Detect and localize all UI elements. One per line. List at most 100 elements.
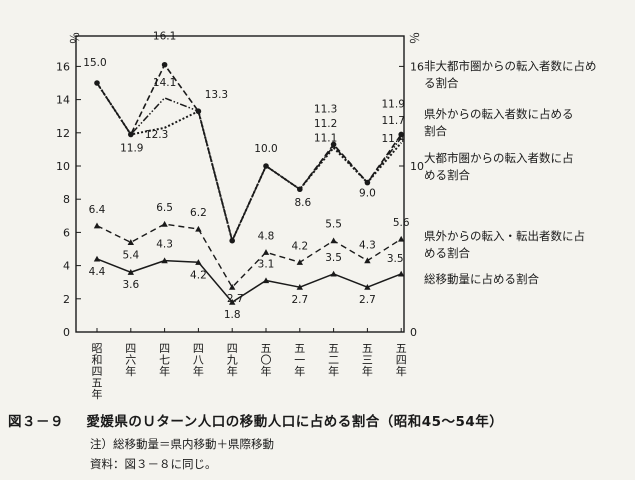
point-marker bbox=[229, 283, 236, 290]
series-markers bbox=[93, 61, 405, 305]
x-tick-label: 五二年 bbox=[328, 342, 339, 378]
data-label: 4.3 bbox=[156, 239, 173, 251]
x-tick-label: 昭和四五年 bbox=[92, 342, 103, 401]
legend-label-2: 大都市圏からの転入者数に占める割合 bbox=[424, 151, 574, 182]
data-label: 2.7 bbox=[227, 293, 244, 305]
x-tick-label: 四六年 bbox=[125, 342, 136, 378]
point-marker bbox=[229, 237, 235, 244]
data-label: 2.7 bbox=[359, 294, 376, 306]
x-axis-labels: 昭和四五年 四六年 四七年 四八年 四九年 五〇年 五一年 五二年 五三年 五四年 bbox=[92, 328, 407, 401]
left-tick-label: 2 bbox=[63, 293, 70, 306]
data-label: 4.8 bbox=[258, 230, 275, 242]
data-label: 4.2 bbox=[291, 240, 308, 252]
point-marker bbox=[161, 61, 168, 68]
point-marker bbox=[127, 269, 134, 275]
data-label: 1.8 bbox=[224, 309, 241, 321]
x-tick-label: 四九年 bbox=[227, 342, 238, 378]
data-label: 8.6 bbox=[294, 197, 311, 209]
right-axis-unit: ％ bbox=[407, 32, 421, 44]
point-marker bbox=[161, 257, 168, 264]
legend: 非大都市圏からの転入者数に占める割合県外からの転入者数に占める割合大都市圏からの… bbox=[424, 59, 597, 286]
point-marker bbox=[296, 259, 303, 265]
data-label: 11.9 bbox=[120, 142, 143, 154]
plot-frame bbox=[75, 35, 405, 333]
data-label: 3.1 bbox=[258, 259, 275, 271]
point-marker bbox=[161, 220, 168, 227]
point-marker bbox=[364, 179, 371, 186]
right-tick-label: 0 bbox=[410, 326, 417, 339]
point-marker bbox=[330, 141, 337, 148]
legend-label-3: 県外からの転入・転出者数に占める割合 bbox=[424, 229, 585, 260]
data-label: 12.3 bbox=[145, 129, 168, 141]
left-axis: 0 2 4 6 8 10 12 14 16 ％ bbox=[56, 32, 81, 339]
point-marker bbox=[127, 239, 134, 245]
x-tick-label: 五四年 bbox=[396, 342, 407, 378]
point-marker bbox=[262, 249, 270, 255]
point-marker bbox=[195, 225, 202, 232]
line-chart: 0 2 4 6 8 10 12 14 16 ％ 0 10 16 ％ 昭和四五年 四六年 四七年 四八年 四九年 五… bbox=[56, 31, 597, 401]
x-tick-label: 五一年 bbox=[294, 342, 305, 378]
point-marker bbox=[93, 255, 101, 262]
data-label: 6.2 bbox=[190, 207, 207, 219]
point-marker bbox=[195, 259, 202, 265]
data-label: 4.3 bbox=[359, 240, 376, 252]
point-marker bbox=[330, 270, 337, 277]
data-label: 11.9 bbox=[382, 98, 405, 110]
point-marker bbox=[297, 186, 303, 193]
data-label: 5.6 bbox=[393, 217, 410, 229]
plot-border bbox=[75, 35, 405, 333]
data-labels: 15.0 11.9 16.1 14.1 12.3 13.3 10.0 8.6 11.3 11.2 1… bbox=[83, 31, 410, 321]
left-axis-unit: ％ bbox=[67, 32, 81, 44]
data-label: 6.5 bbox=[156, 202, 173, 214]
data-label: 15.0 bbox=[83, 57, 106, 69]
point-marker bbox=[398, 270, 405, 277]
data-label: 5.4 bbox=[122, 249, 139, 261]
data-label: 3.5 bbox=[325, 252, 342, 264]
left-tick-label: 0 bbox=[63, 326, 70, 339]
data-label: 4.4 bbox=[89, 266, 106, 278]
point-marker bbox=[94, 80, 100, 86]
left-tick-label: 4 bbox=[63, 260, 70, 273]
x-tick-label: 五〇年 bbox=[261, 342, 272, 378]
data-label: 14.1 bbox=[153, 77, 176, 89]
data-label: 3.5 bbox=[387, 253, 404, 265]
point-marker bbox=[398, 131, 405, 138]
point-marker bbox=[263, 163, 269, 169]
figure-source: 資料：図３－８に同じ。 bbox=[90, 457, 217, 471]
data-label: 2.7 bbox=[291, 294, 308, 306]
x-tick-label: 四七年 bbox=[159, 342, 170, 378]
figure-note: 注）総移動量＝県内移動＋県際移動 bbox=[90, 437, 274, 451]
data-label: 11.4 bbox=[382, 133, 406, 145]
series-line-3 bbox=[96, 223, 402, 288]
point-marker bbox=[128, 131, 134, 138]
point-marker bbox=[296, 283, 303, 290]
x-tick-label: 四八年 bbox=[193, 342, 204, 378]
series-line-2 bbox=[96, 82, 402, 242]
legend-label-4: 総移動量に占める割合 bbox=[424, 272, 539, 286]
point-marker bbox=[330, 237, 337, 244]
legend-label-0: 非大都市圏からの転入者数に占める割合 bbox=[424, 59, 597, 90]
caption-number: 図３－９ bbox=[8, 414, 64, 430]
left-tick-label: 16 bbox=[56, 60, 70, 73]
figure-caption: 図３－９ 愛媛県のＵターン人口の移動人口に占める割合（昭和45～54年） bbox=[8, 410, 503, 430]
point-marker bbox=[93, 222, 101, 229]
legend-label-1: 県外からの転入者数に占める割合 bbox=[424, 107, 574, 138]
series-line-4 bbox=[96, 258, 402, 303]
left-tick-label: 8 bbox=[63, 193, 70, 206]
data-label: 11.7 bbox=[382, 115, 405, 127]
data-label: 11.3 bbox=[314, 103, 337, 115]
data-label: 11.1 bbox=[314, 133, 337, 145]
left-tick-label: 10 bbox=[56, 160, 70, 173]
data-label: 11.2 bbox=[314, 118, 337, 130]
point-marker bbox=[398, 235, 405, 242]
data-label: 13.3 bbox=[205, 89, 228, 101]
point-marker bbox=[229, 298, 236, 305]
left-tick-label: 12 bbox=[56, 127, 70, 140]
series-line-1 bbox=[96, 82, 402, 242]
data-label: 10.0 bbox=[254, 143, 277, 155]
right-tick-label: 10 bbox=[410, 160, 424, 173]
data-label: 9.0 bbox=[359, 188, 376, 200]
right-axis: 0 10 16 ％ bbox=[399, 32, 424, 339]
data-label: 16.1 bbox=[153, 31, 176, 43]
